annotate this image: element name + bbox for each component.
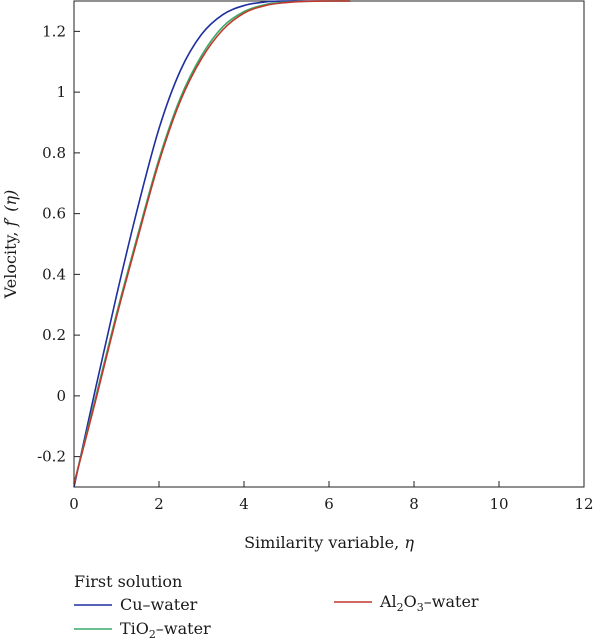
x-axis-label: Similarity variable, η [244, 533, 414, 552]
legend-label-al2o3-post: –water [424, 592, 479, 611]
y-axis-label-text: Velocity, [1, 226, 20, 299]
x-axis-label-symbol: η [404, 533, 414, 552]
plot-frame [73, 0, 585, 488]
legend-label-al2o3-sub2: 3 [417, 601, 424, 614]
y-tick-label: -0.2 [37, 448, 66, 466]
x-tick-label: 10 [489, 495, 508, 513]
x-tick-label: 4 [239, 495, 249, 513]
x-axis-label-text: Similarity variable, [244, 533, 404, 552]
legend-label-tio2-water: TiO2–water [120, 619, 211, 641]
legend-label-al2o3-pre: Al [379, 592, 397, 611]
y-tick-label: 0.4 [42, 265, 66, 283]
x-tick-label: 12 [574, 495, 593, 513]
y-axis-ticks: -0.2 0 0.2 0.4 0.6 0.8 1 1.2 [37, 22, 80, 466]
y-tick-label: 0 [56, 387, 66, 405]
x-tick-label: 8 [409, 495, 419, 513]
legend-label-tio2-sub: 2 [149, 628, 156, 641]
y-tick-label: 1.2 [42, 22, 66, 40]
y-tick-label: 0.8 [42, 144, 66, 162]
x-axis-ticks: 0 2 4 6 8 10 12 [69, 481, 594, 513]
y-tick-label: 1 [56, 83, 66, 101]
series-line-cu-water [73, 0, 351, 488]
y-axis-label-symbol: f′ (η) [1, 190, 20, 228]
legend: First solution Cu–water TiO2–water Al2O3… [74, 572, 479, 641]
y-axis-label: Velocity, f′ (η) [1, 190, 20, 300]
legend-label-al2o3-sub: 2 [397, 601, 404, 614]
series-line-al2o3-water [73, 0, 351, 485]
legend-label-cu-water: Cu–water [120, 595, 198, 614]
legend-label-al2o3-mid: O [404, 592, 417, 611]
legend-label-tio2-pre: TiO [120, 619, 149, 638]
y-tick-label: 0.2 [42, 326, 66, 344]
x-tick-label: 0 [69, 495, 79, 513]
series-layer [73, 0, 351, 488]
series-line-tio2-water [73, 0, 351, 485]
legend-label-al2o3-water: Al2O3–water [379, 592, 479, 614]
legend-label-tio2-post: –water [156, 619, 211, 638]
x-tick-label: 2 [154, 495, 164, 513]
legend-title: First solution [74, 572, 182, 591]
legend-label-cu-water-text: Cu–water [120, 595, 198, 614]
x-tick-label: 6 [324, 495, 334, 513]
y-tick-label: 0.6 [42, 205, 66, 223]
